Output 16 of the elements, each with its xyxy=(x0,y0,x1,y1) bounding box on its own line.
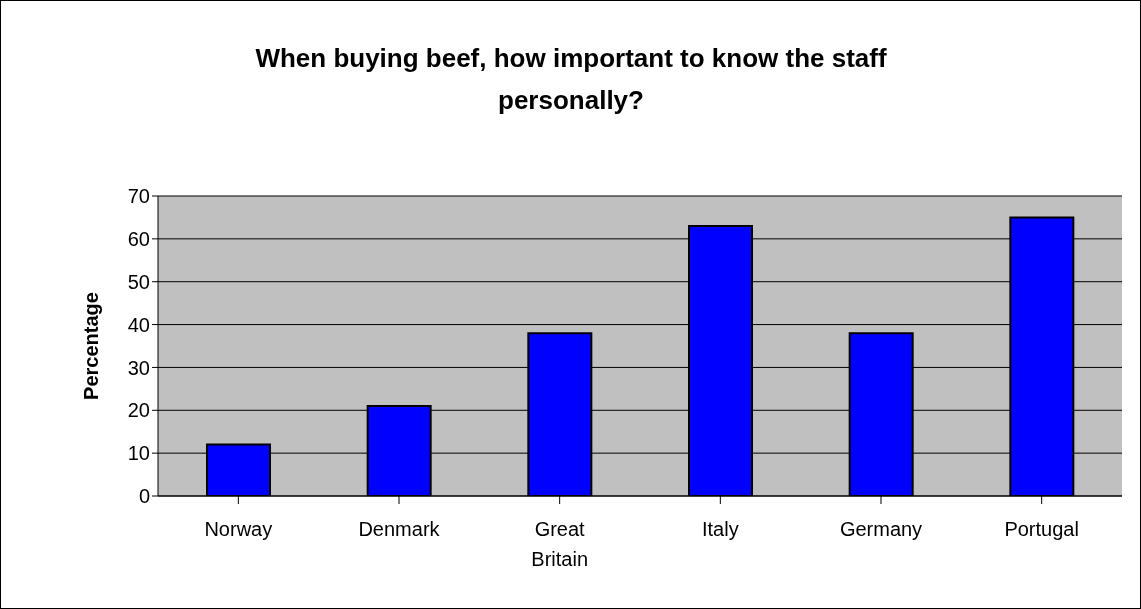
y-tick-label: 50 xyxy=(127,270,150,293)
x-tick-label: Denmark xyxy=(358,518,441,540)
y-tick-label: 20 xyxy=(127,399,150,422)
y-tick-label: 0 xyxy=(138,485,150,508)
chart-title: When buying beef, how important to know the staff personally? xyxy=(254,42,888,117)
y-tick-label: 30 xyxy=(127,356,150,379)
x-tick-label: Italy xyxy=(701,518,739,540)
x-tick-label: Norway xyxy=(204,518,273,540)
y-axis-title: Percentage xyxy=(80,292,103,400)
x-tick-label: Portugal xyxy=(1004,518,1079,540)
x-tick-label: Great Britain xyxy=(531,518,589,570)
y-tick-label: 60 xyxy=(127,227,150,250)
y-tick-label: 40 xyxy=(127,313,150,336)
x-tick-label: Germany xyxy=(839,518,923,540)
y-tick-label: 10 xyxy=(127,442,150,465)
y-tick-label: 70 xyxy=(127,185,150,208)
